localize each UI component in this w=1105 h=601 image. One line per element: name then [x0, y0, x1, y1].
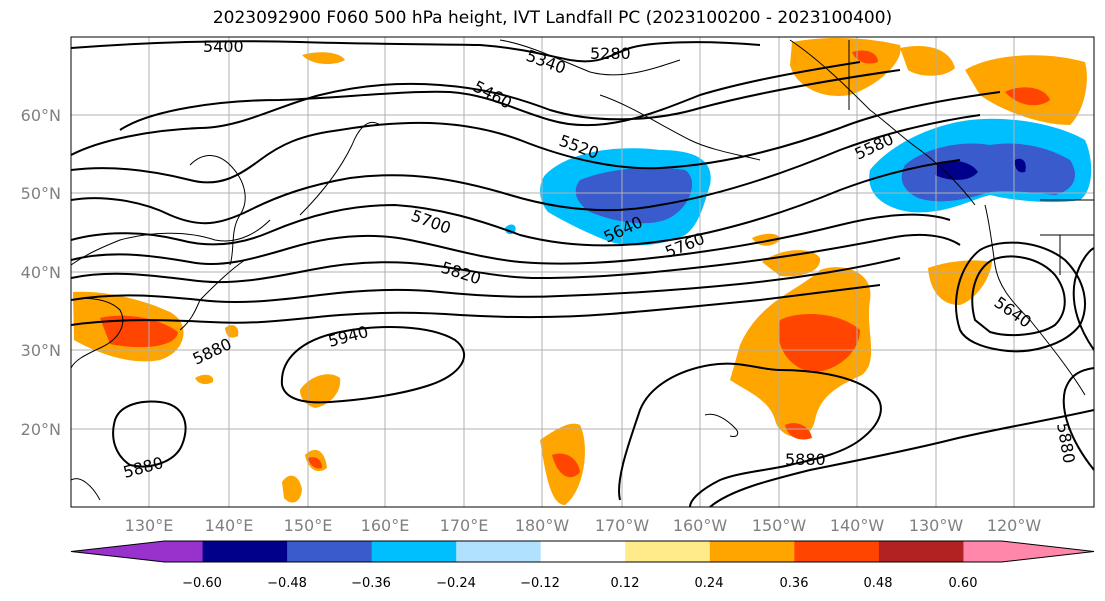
- lat-tick-label: 30°N: [21, 341, 61, 360]
- colorbar-tick-label: −0.60: [182, 576, 222, 591]
- ivt-positive-shading: [73, 38, 1087, 505]
- latitude-axis: 60°N 50°N 40°N 30°N 20°N: [21, 106, 61, 439]
- lon-tick-label: 180°W: [515, 516, 570, 535]
- colorbar-swatch: [963, 541, 1002, 562]
- lon-tick-label: 130°W: [909, 516, 964, 535]
- lon-tick-label: 140°W: [830, 516, 885, 535]
- colorbar-tick-label: −0.12: [520, 576, 560, 591]
- map-frame: [70, 36, 1095, 508]
- colorbar-tick-label: −0.48: [267, 576, 307, 591]
- lon-tick-label: 170°W: [595, 516, 650, 535]
- gridlines: [71, 37, 1094, 507]
- colorbar-tick-label: 0.36: [780, 576, 809, 591]
- colorbar-swatch: [878, 541, 964, 562]
- colorbar-tick-label: 0.24: [695, 576, 724, 591]
- colorbar-arrow-high: [1001, 541, 1094, 562]
- colorbar-swatch: [287, 541, 373, 562]
- map-title: 2023092900 F060 500 hPa height, IVT Land…: [212, 8, 893, 28]
- colorbar-swatch: [540, 541, 626, 562]
- colorbar-tick-label: −0.24: [436, 576, 476, 591]
- lon-tick-label: 140°E: [205, 516, 254, 535]
- contour-label: 5880: [785, 450, 826, 469]
- contour-label: 5400: [203, 37, 244, 56]
- colorbar-swatch: [456, 541, 542, 562]
- lat-tick-label: 50°N: [21, 184, 61, 203]
- colorbar-swatch: [202, 541, 288, 562]
- colorbar-ticks: −0.60 −0.48 −0.36 −0.24 −0.12 0.12 0.24 …: [182, 576, 977, 591]
- lon-tick-label: 130°E: [125, 516, 174, 535]
- colorbar-outline: [70, 540, 1095, 563]
- colorbar-arrow-low: [71, 541, 165, 562]
- colorbar-tick-label: 0.48: [864, 576, 893, 591]
- ivt-negative-shading: [505, 118, 1092, 246]
- lon-tick-label: 170°E: [440, 516, 489, 535]
- contour-label: 5280: [590, 44, 631, 63]
- lon-tick-label: 150°W: [752, 516, 807, 535]
- colorbar-swatch: [625, 541, 711, 562]
- colorbar-swatch: [164, 541, 204, 562]
- colorbar: [70, 540, 1095, 563]
- lon-tick-label: 150°E: [284, 516, 333, 535]
- colorbar-tick-label: 0.60: [949, 576, 978, 591]
- lon-tick-label: 160°W: [673, 516, 728, 535]
- lat-tick-label: 20°N: [21, 420, 61, 439]
- colorbar-swatch: [794, 541, 880, 562]
- height-contours: [71, 40, 1094, 507]
- colorbar-tick-label: −0.36: [351, 576, 391, 591]
- lon-tick-label: 120°W: [987, 516, 1042, 535]
- lat-tick-label: 40°N: [21, 263, 61, 282]
- colorbar-swatch: [709, 541, 795, 562]
- colorbar-tick-label: 0.12: [611, 576, 640, 591]
- longitude-axis: 130°E 140°E 150°E 160°E 170°E 180°W 170°…: [125, 516, 1042, 535]
- colorbar-swatch: [371, 541, 457, 562]
- map-area: 5400 5280 5340 5460 5520 5580 5700 5640 …: [71, 37, 1094, 507]
- lat-tick-label: 60°N: [21, 106, 61, 125]
- lon-tick-label: 160°E: [361, 516, 410, 535]
